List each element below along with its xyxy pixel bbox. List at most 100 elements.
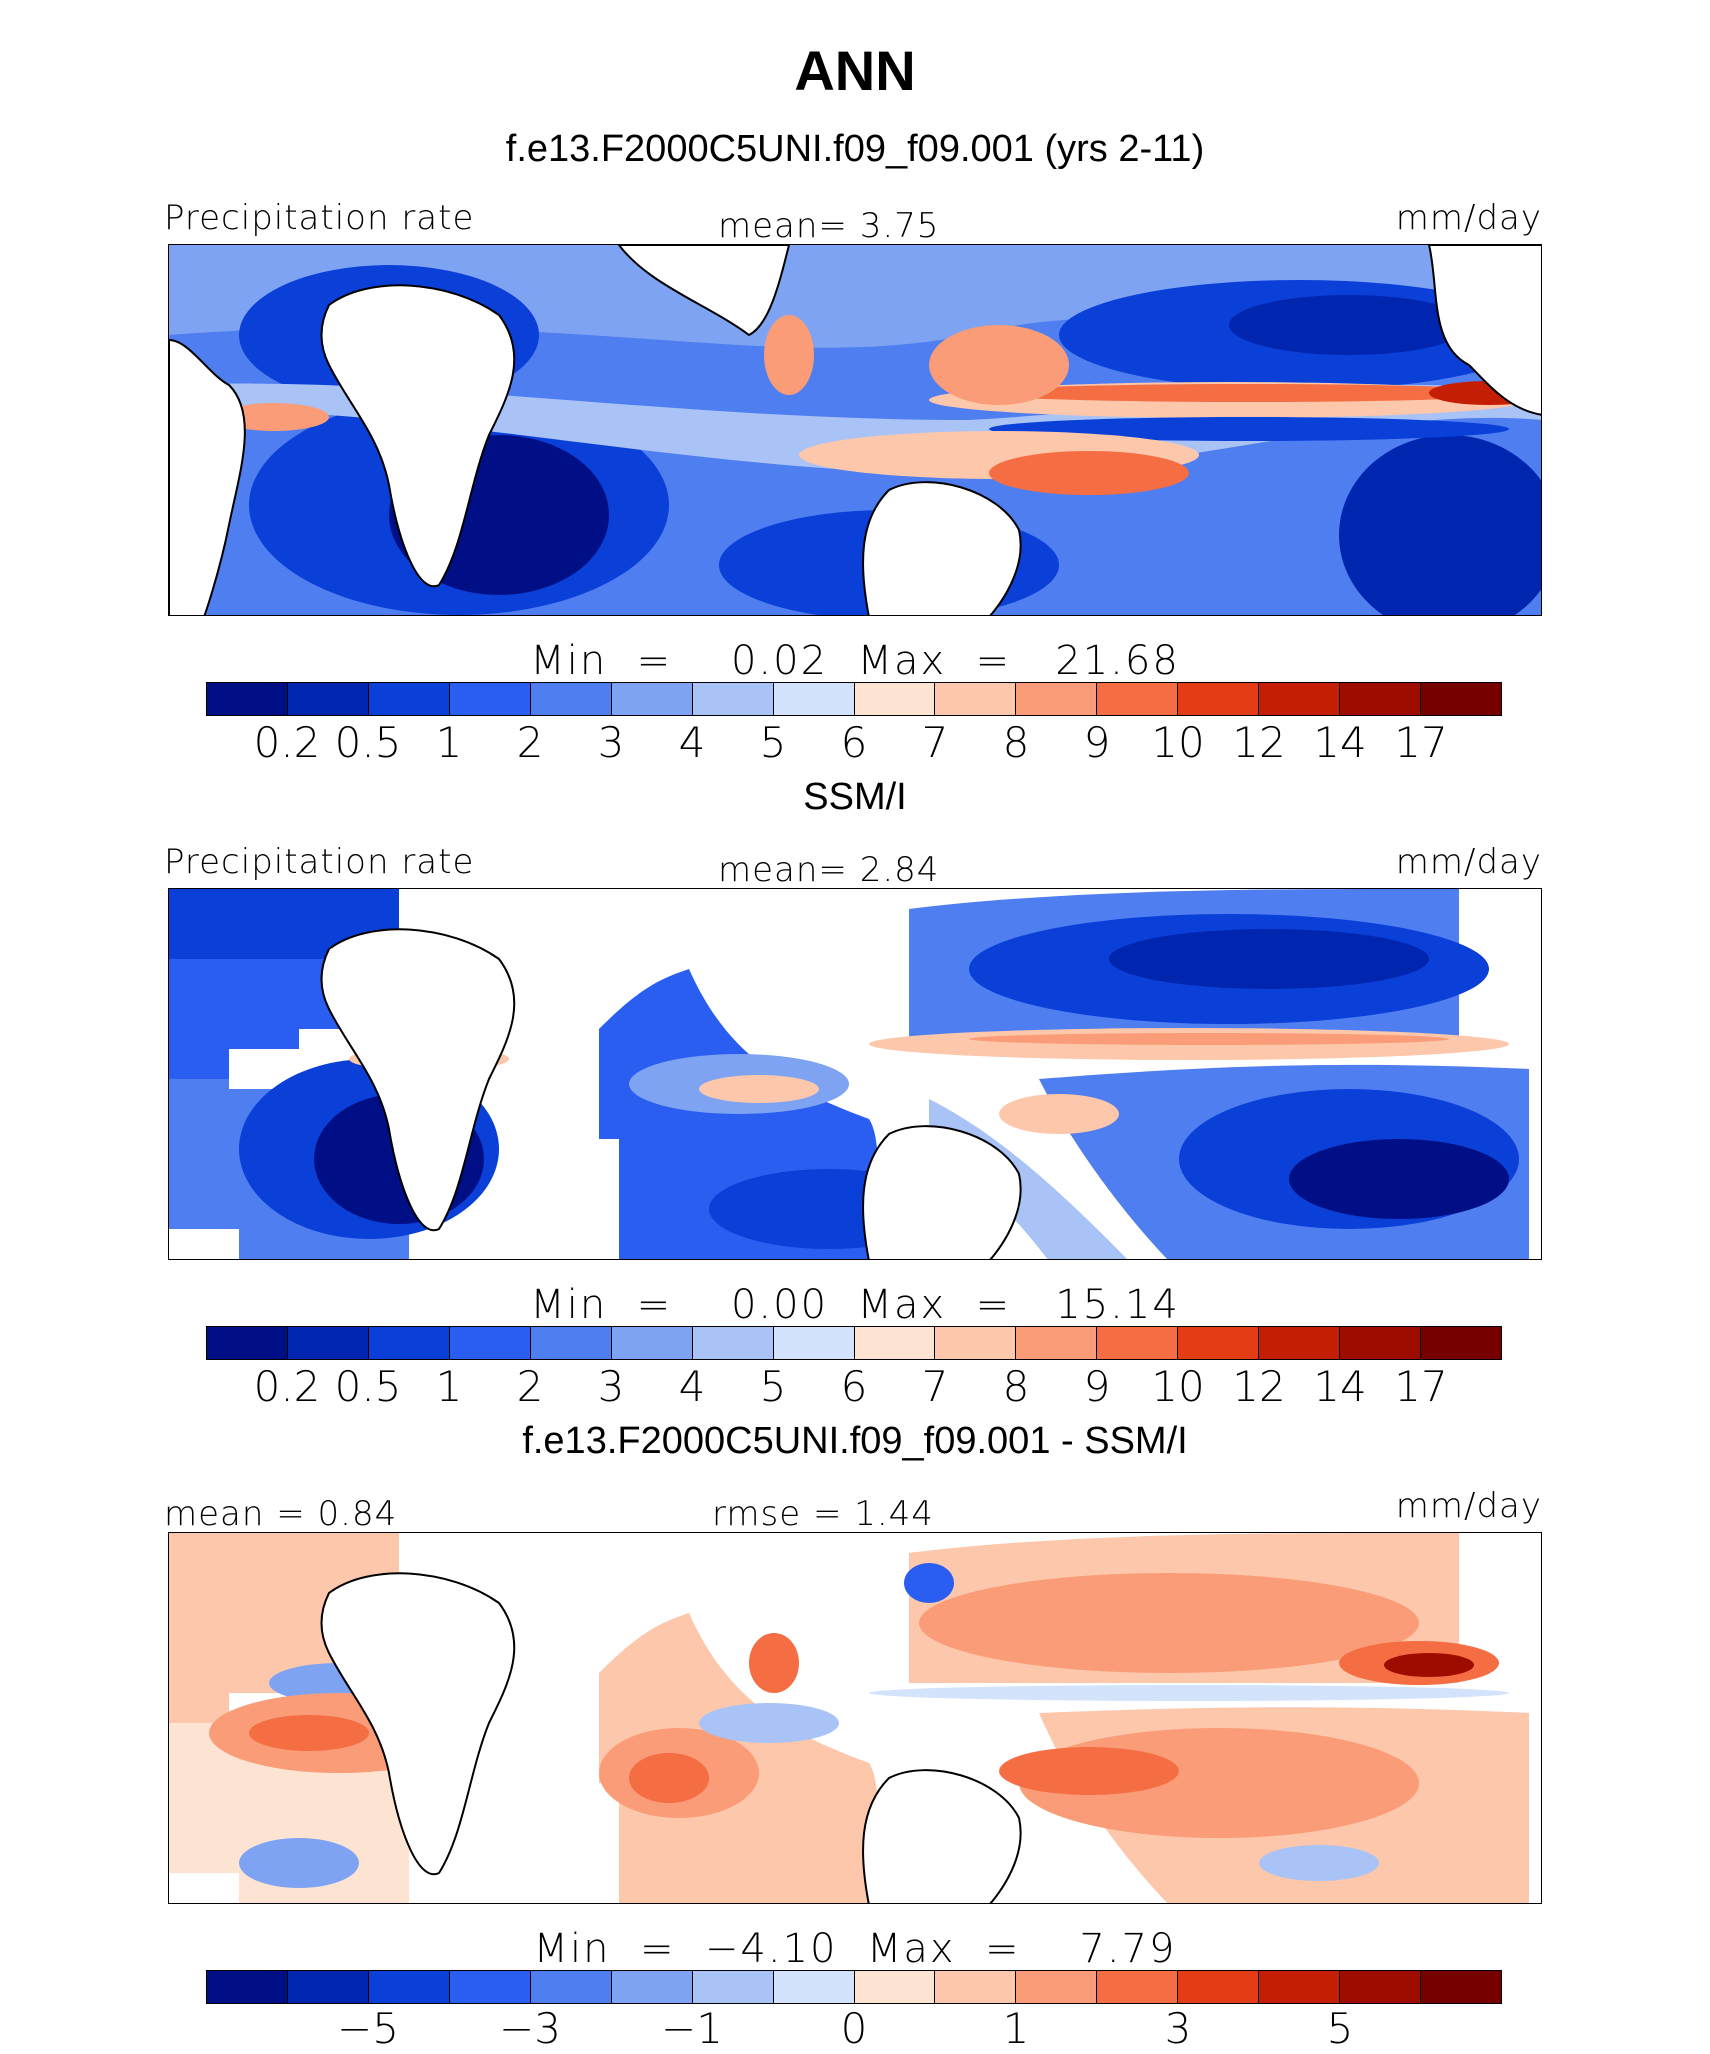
colorbar-swatch: [287, 683, 369, 715]
colorbar-tick: 0.5: [334, 718, 402, 767]
colorbar-tick: 1: [435, 718, 463, 767]
colorbar-tick: 6: [840, 718, 868, 767]
colorbar-swatch: [1016, 1327, 1098, 1359]
colorbar-tick: 7: [921, 718, 949, 767]
colorbar-swatch: [368, 1971, 450, 2003]
panel-1-variable-label: Precipitation rate: [164, 198, 475, 238]
colorbar-swatch: [530, 1971, 612, 2003]
colorbar-swatch: [368, 1327, 450, 1359]
colorbar-swatch: [1016, 683, 1098, 715]
colorbar-swatch: [449, 1327, 531, 1359]
colorbar-tick: 17: [1394, 718, 1448, 767]
colorbar-swatch: [449, 683, 531, 715]
colorbar-swatch: [773, 1971, 855, 2003]
colorbar-tick: 12: [1232, 718, 1286, 767]
colorbar-tick: 0: [840, 2004, 868, 2053]
colorbar-swatch: [1340, 1971, 1422, 2003]
colorbar-swatch: [773, 1327, 855, 1359]
panel-1-units-label: mm/day: [1395, 198, 1542, 238]
colorbar-swatch: [1178, 1971, 1260, 2003]
colorbar-tick: 9: [1083, 718, 1111, 767]
page-title: ANN: [794, 39, 916, 102]
colorbar-swatch: [611, 683, 693, 715]
panel-2-colorbar: [206, 1326, 1502, 1360]
colorbar-tick: 5: [759, 1362, 787, 1411]
colorbar-swatch: [611, 1971, 693, 2003]
panel-3-colorbar: [206, 1970, 1502, 2004]
panel-1-heading: f.e13.F2000C5UNI.f09_f09.001 (yrs 2-11): [505, 128, 1205, 170]
colorbar-swatch: [1178, 683, 1260, 715]
colorbar-tick: 7: [921, 1362, 949, 1411]
colorbar-swatch: [773, 683, 855, 715]
panel-3-min-max: Min = −4.10 Max = 7.79: [533, 1926, 1177, 1972]
colorbar-swatch: [1340, 1327, 1422, 1359]
colorbar-tick: 1: [435, 1362, 463, 1411]
colorbar-tick: 2: [516, 718, 544, 767]
colorbar-swatch: [854, 1327, 936, 1359]
colorbar-tick: −5: [337, 2004, 399, 2053]
panel-1-mean-label: mean= 3.75: [718, 206, 940, 246]
colorbar-swatch: [935, 1971, 1017, 2003]
panel-3-map: [168, 1532, 1542, 1904]
colorbar-swatch: [207, 1327, 288, 1359]
colorbar-tick: 8: [1002, 718, 1030, 767]
colorbar-tick: 2: [516, 1362, 544, 1411]
colorbar-tick: 3: [1164, 2004, 1192, 2053]
panel-1-colorbar-ticks: 0.2 0.5 1 2 3 4 5 6 7 8 9 10 12 14 17: [206, 718, 1502, 768]
panel-3-rmse-label: rmse = 1.44: [712, 1494, 934, 1534]
colorbar-swatch: [692, 683, 774, 715]
panel-1-min-max: Min = 0.02 Max = 21.68: [530, 638, 1180, 684]
panel-3-mean-label: mean = 0.84: [164, 1494, 398, 1534]
colorbar-swatch: [692, 1327, 774, 1359]
colorbar-tick: 4: [678, 718, 706, 767]
colorbar-tick: 10: [1151, 1362, 1205, 1411]
colorbar-swatch: [611, 1327, 693, 1359]
colorbar-swatch: [1259, 1971, 1341, 2003]
colorbar-swatch: [449, 1971, 531, 2003]
colorbar-swatch: [530, 683, 612, 715]
colorbar-tick: 3: [597, 718, 625, 767]
colorbar-swatch: [1259, 1327, 1341, 1359]
colorbar-tick: 4: [678, 1362, 706, 1411]
colorbar-tick: 14: [1313, 1362, 1367, 1411]
colorbar-swatch: [854, 683, 936, 715]
panel-2-map: [168, 888, 1542, 1260]
colorbar-tick: 0.5: [334, 1362, 402, 1411]
colorbar-swatch: [1340, 683, 1422, 715]
colorbar-swatch: [935, 683, 1017, 715]
colorbar-tick: −3: [499, 2004, 561, 2053]
colorbar-tick: 17: [1394, 1362, 1448, 1411]
colorbar-swatch: [1016, 1971, 1098, 2003]
colorbar-tick: 3: [597, 1362, 625, 1411]
colorbar-tick: 9: [1083, 1362, 1111, 1411]
colorbar-swatch: [1421, 1971, 1501, 2003]
colorbar-swatch: [1421, 1327, 1501, 1359]
colorbar-swatch: [1097, 1327, 1179, 1359]
colorbar-tick: 12: [1232, 1362, 1286, 1411]
colorbar-swatch: [1178, 1327, 1260, 1359]
colorbar-swatch: [207, 1971, 288, 2003]
colorbar-swatch: [1097, 1971, 1179, 2003]
panel-3-heading: f.e13.F2000C5UNI.f09_f09.001 - SSM/I: [522, 1420, 1188, 1462]
colorbar-swatch: [854, 1971, 936, 2003]
colorbar-tick: 10: [1151, 718, 1205, 767]
colorbar-tick: 14: [1313, 718, 1367, 767]
colorbar-swatch: [287, 1327, 369, 1359]
colorbar-tick: 8: [1002, 1362, 1030, 1411]
panel-3-units-label: mm/day: [1395, 1486, 1542, 1526]
colorbar-swatch: [287, 1971, 369, 2003]
colorbar-tick: 5: [759, 718, 787, 767]
panel-2-variable-label: Precipitation rate: [164, 842, 475, 882]
colorbar-tick: 5: [1326, 2004, 1354, 2053]
panel-1-colorbar: [206, 682, 1502, 716]
colorbar-swatch: [207, 683, 288, 715]
colorbar-swatch: [368, 683, 450, 715]
panel-2-heading: SSM/I: [803, 776, 907, 818]
panel-2-units-label: mm/day: [1395, 842, 1542, 882]
colorbar-swatch: [1097, 683, 1179, 715]
colorbar-swatch: [935, 1327, 1017, 1359]
colorbar-swatch: [692, 1971, 774, 2003]
colorbar-tick: 6: [840, 1362, 868, 1411]
panel-2-min-max: Min = 0.00 Max = 15.14: [530, 1282, 1180, 1328]
colorbar-swatch: [1421, 683, 1501, 715]
